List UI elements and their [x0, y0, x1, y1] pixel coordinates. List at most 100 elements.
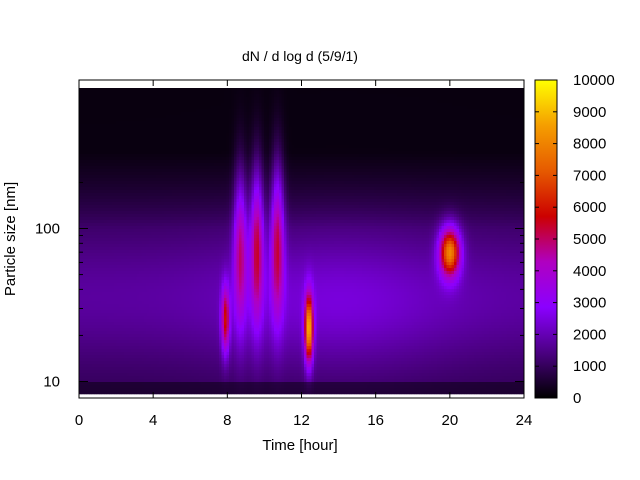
heatmap-cell [139, 307, 142, 311]
heatmap-cell [81, 382, 85, 386]
heatmap-cell [181, 106, 185, 110]
heatmap-cell [114, 340, 117, 344]
heatmap-cell [89, 334, 92, 338]
heatmap-cell [151, 160, 155, 164]
heatmap-cell [154, 127, 157, 131]
heatmap-cell [86, 298, 90, 302]
heatmap-cell [141, 190, 145, 194]
heatmap-cell [134, 253, 137, 257]
heatmap-cell [181, 355, 185, 359]
heatmap-cell [161, 328, 165, 332]
heatmap-cell [136, 379, 140, 383]
heatmap-cell [159, 343, 162, 347]
heatmap-cell [176, 124, 180, 128]
heatmap-cell [199, 139, 202, 143]
heatmap-cell [119, 148, 122, 152]
heatmap-cell [79, 352, 82, 356]
heatmap-cell [99, 331, 102, 335]
heatmap-cell [166, 115, 170, 119]
heatmap-cell [126, 205, 130, 209]
heatmap-cell [159, 172, 162, 176]
heatmap-cell [186, 214, 190, 218]
heatmap-cell [191, 184, 195, 188]
heatmap-cell [126, 151, 130, 155]
heatmap-cell [101, 322, 105, 326]
heatmap-cell [156, 220, 160, 224]
heatmap-cell [114, 229, 117, 233]
heatmap-cell [99, 166, 102, 170]
heatmap-cell [196, 331, 200, 335]
heatmap-cell [119, 214, 122, 218]
heatmap-cell [181, 244, 185, 248]
heatmap-cell [111, 367, 115, 371]
heatmap-cell [154, 334, 157, 338]
heatmap-cell [171, 91, 175, 95]
heatmap-cell [129, 130, 132, 134]
heatmap-cell [139, 226, 142, 230]
heatmap-cell [111, 385, 115, 389]
heatmap-cell [96, 109, 100, 113]
heatmap-cell [96, 151, 100, 155]
heatmap-cell [91, 115, 95, 119]
heatmap-cell [174, 118, 177, 122]
heatmap-cell [161, 349, 165, 353]
heatmap-cell [114, 169, 117, 173]
heatmap-cell [96, 187, 100, 191]
heatmap-cell [184, 307, 187, 311]
heatmap-cell [156, 130, 160, 134]
heatmap-cell [109, 313, 112, 317]
heatmap-cell [161, 172, 165, 176]
heatmap-cell [119, 253, 122, 257]
heatmap-cell [116, 178, 120, 182]
heatmap-cell [156, 166, 160, 170]
heatmap-cell [96, 190, 100, 194]
heatmap-cell [194, 274, 197, 278]
heatmap-cell [141, 91, 145, 95]
heatmap-cell [94, 229, 97, 233]
heatmap-cell [134, 166, 137, 170]
heatmap-cell [184, 214, 187, 218]
heatmap-cell [129, 97, 132, 101]
heatmap-cell [146, 88, 150, 92]
heatmap-cell [164, 310, 167, 314]
heatmap-cell [124, 127, 127, 131]
heatmap-cell [174, 91, 177, 95]
heatmap-cell [106, 352, 110, 356]
heatmap-cell [189, 250, 192, 254]
heatmap-cell [176, 121, 180, 125]
heatmap-cell [196, 220, 200, 224]
heatmap-cell [159, 271, 162, 275]
heatmap-cell [181, 331, 185, 335]
heatmap-cell [96, 280, 100, 284]
heatmap-cell [136, 391, 140, 395]
heatmap-cell [96, 223, 100, 227]
heatmap-cell [196, 103, 200, 107]
heatmap-cell [161, 301, 165, 305]
heatmap-cell [196, 187, 200, 191]
heatmap-cell [199, 250, 202, 254]
heatmap-cell [111, 100, 115, 104]
heatmap-cell [156, 313, 160, 317]
heatmap-cell [81, 121, 85, 125]
heatmap-cell [109, 385, 112, 389]
heatmap-cell [159, 238, 162, 242]
heatmap-cell [109, 244, 112, 248]
heatmap-cell [99, 226, 102, 230]
heatmap-cell [79, 121, 82, 125]
heatmap-cell [89, 256, 92, 260]
heatmap-cell [176, 88, 180, 92]
heatmap-cell [169, 187, 172, 191]
heatmap-cell [196, 358, 200, 362]
heatmap-cell [119, 109, 122, 113]
heatmap-cell [111, 379, 115, 383]
heatmap-cell [106, 343, 110, 347]
heatmap-cell [126, 127, 130, 131]
heatmap-cell [99, 268, 102, 272]
heatmap-cell [146, 358, 150, 362]
heatmap-cell [104, 274, 107, 278]
heatmap-cell [151, 118, 155, 122]
heatmap-cell [104, 247, 107, 251]
heatmap-cell [169, 223, 172, 227]
heatmap-cell [94, 130, 97, 134]
heatmap-cell [186, 157, 190, 161]
